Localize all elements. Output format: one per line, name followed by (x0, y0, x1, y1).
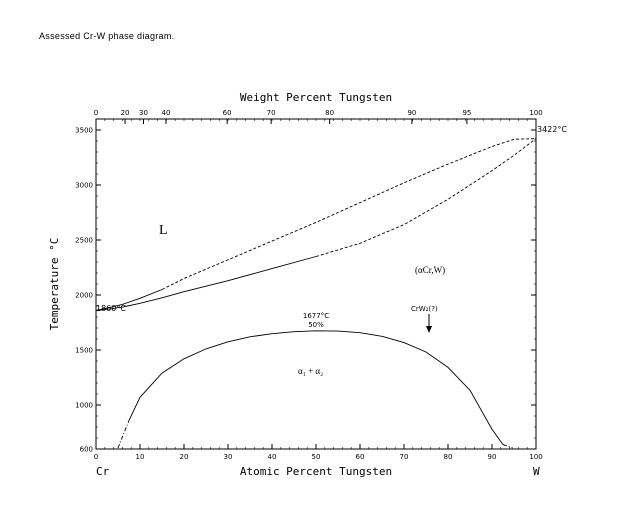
x-tick-label: 40 (268, 453, 277, 461)
y-tick-label: 600 (80, 446, 93, 454)
bottom-axis-title: Atomic Percent Tungsten (240, 465, 392, 478)
top-tick-label: 30 (139, 109, 148, 117)
figure-caption: Assessed Cr-W phase diagram. (39, 31, 175, 41)
x-tick-label: 20 (180, 453, 189, 461)
y-tick-label: 2000 (75, 292, 93, 300)
y-tick-label: 3000 (75, 182, 93, 190)
x-tick-label: 10 (136, 453, 145, 461)
liquid-region-label: L (159, 223, 168, 238)
miscibility-gap-metastable-right (502, 444, 513, 449)
x-tick-label: 80 (444, 453, 453, 461)
top-tick-label: 80 (325, 109, 334, 117)
top-tick-label: 100 (529, 109, 542, 117)
y-tick-label: 3500 (75, 127, 93, 135)
element-label-w: W (533, 465, 540, 478)
cr-melting-point-label: 1860°C (96, 304, 126, 313)
element-label-cr: Cr (96, 465, 110, 478)
liquidus-line-solid (95, 289, 163, 311)
x-tick-label: 50 (312, 453, 321, 461)
x-tick-label: 60 (356, 453, 365, 461)
x-tick-label: 70 (400, 453, 409, 461)
top-tick-label: 0 (94, 109, 98, 117)
top-tick-label: 60 (223, 109, 232, 117)
miscibility-gap-metastable-left (117, 420, 130, 449)
down-arrow-icon (426, 314, 432, 333)
x-tick-label: 30 (224, 453, 233, 461)
solidus-line-solid (95, 256, 317, 311)
plot-frame (95, 118, 537, 450)
crw2-phase-label: CrW₂(?) (411, 305, 438, 313)
y-tick-label: 1500 (75, 347, 93, 355)
top-axis-title: Weight Percent Tungsten (240, 91, 392, 104)
x-tick-label: 0 (94, 453, 98, 461)
top-tick-label: 40 (161, 109, 170, 117)
miscibility-gap-line (128, 330, 504, 445)
x-tick-label: 90 (488, 453, 497, 461)
top-tick-label: 95 (462, 109, 471, 117)
critical-composition-label: 50% (308, 321, 324, 329)
alpha-phase-label: (αCr,W) (415, 265, 445, 275)
top-tick-label: 90 (407, 109, 416, 117)
w-melting-point-label: 3422°C (537, 125, 567, 134)
critical-temperature-label: 1677°C (303, 312, 329, 320)
top-tick-label: 20 (121, 109, 130, 117)
two-phase-label: α₁ + α₂ (298, 366, 323, 376)
solidus-line (315, 138, 537, 257)
liquidus-line (161, 138, 537, 290)
y-axis-title: Temperature °C (48, 238, 61, 331)
x-tick-label: 100 (529, 453, 542, 461)
y-tick-label: 2500 (75, 237, 93, 245)
top-tick-label: 70 (267, 109, 276, 117)
y-tick-label: 1000 (75, 402, 93, 410)
